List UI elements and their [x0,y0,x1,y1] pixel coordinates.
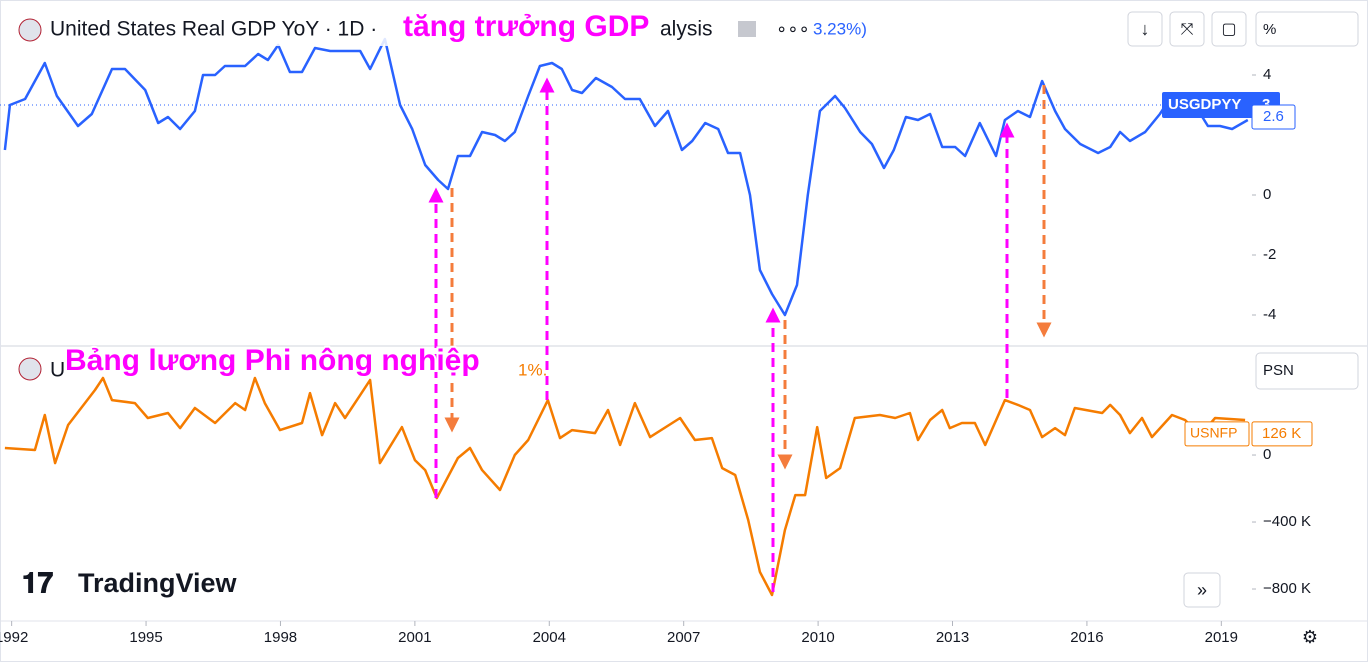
y-tick-label: −800 K [1263,580,1311,597]
button[interactable] [1211,11,1247,47]
pane [3,37,1249,317]
x-tick-label: 2016 [1070,629,1103,646]
x-tick-label: 2019 [1205,629,1238,646]
scale-button[interactable] [1255,11,1359,47]
button-icon: ↓ [1141,19,1150,39]
y-tick-label: -2 [1263,246,1276,263]
y-tick-label: 4 [1263,66,1271,83]
scale-label: PSN [1263,362,1294,379]
change-label: 3.23%) [813,19,867,38]
settings-icon[interactable]: ⚙ [1302,627,1318,647]
x-tick-label: 1995 [129,629,162,646]
logo-mark: 𝟏𝟕 [22,567,54,598]
annotation: tăng trưởng GDP [403,10,649,43]
x-tick-label: 1992 [0,629,28,646]
change-label: 1%. [518,360,547,379]
button[interactable] [1169,11,1205,47]
y-tick-label: −400 K [1263,513,1311,530]
tag-icon[interactable] [738,21,756,37]
flag-icon [18,357,42,381]
y-tick-label: 0 [1263,446,1271,463]
series-badge [1162,92,1280,118]
scale-label: % [1263,21,1276,38]
series-title: United States Real GDP YoY · 1D · [50,18,377,41]
button[interactable] [1127,11,1163,47]
legend-bg [10,12,880,46]
last-value-label: 3 [1262,96,1270,113]
series-title-tail: alysis [660,18,713,41]
y-tick-label: 0 [1263,186,1271,203]
series-line [3,37,1249,317]
x-tick-label: 2013 [936,629,969,646]
series-name: USGDPYY [1168,96,1241,113]
scale-button[interactable] [1255,352,1359,390]
plot-area [3,37,1249,597]
branding: TradingView [78,568,238,598]
more-icon[interactable]: ∘∘∘ [776,19,810,39]
y-tick-label: -4 [1263,306,1276,323]
button-icon: ⤧ [1181,21,1194,38]
marker-badge [1251,104,1296,130]
x-tick-label: 2001 [398,629,431,646]
x-tick-label: 2007 [667,629,700,646]
toolbar [1127,11,1359,608]
button[interactable] [1183,572,1221,608]
button-icon: ▢ [1221,21,1236,38]
series-badge [1184,421,1250,447]
x-tick-label: 2004 [533,629,566,646]
last-value-badge [1251,421,1313,447]
last-value-label: 126 K [1262,425,1301,442]
button-icon: » [1197,580,1207,600]
x-tick-label: 2010 [801,629,834,646]
series-line [4,376,1246,597]
annotation-arrows [428,77,1052,592]
flag-icon [18,18,42,42]
series-title: U [50,359,65,382]
marker-value-label: 2.6 [1263,108,1284,125]
series-name: USNFP [1190,425,1237,441]
pane [4,376,1246,597]
annotation: Bảng lương Phi nông nghiệp [65,344,480,377]
x-tick-label: 1998 [264,629,297,646]
